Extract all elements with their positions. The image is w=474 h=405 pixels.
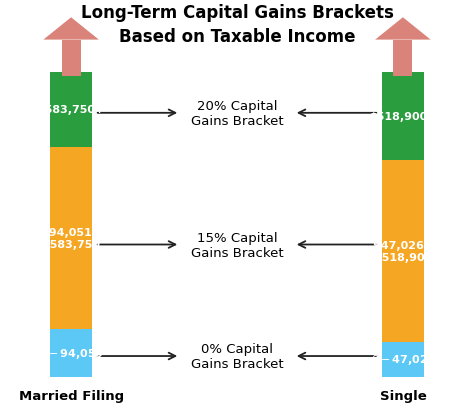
Text: $47,026 -
$518,900: $47,026 - $518,900: [373, 241, 433, 262]
Text: $0 - $47,025: $0 - $47,025: [371, 352, 435, 366]
Polygon shape: [375, 18, 430, 40]
Polygon shape: [44, 18, 99, 40]
Bar: [50, 73, 92, 147]
Text: $94,051 -
$583,750: $94,051 - $583,750: [41, 228, 100, 249]
Text: 20% Capital
Gains Bracket: 20% Capital Gains Bracket: [191, 100, 283, 128]
Text: $518,900+: $518,900+: [369, 112, 437, 122]
Bar: [62, 40, 81, 77]
Text: 0% Capital
Gains Bracket: 0% Capital Gains Bracket: [191, 342, 283, 370]
Text: $0 - $94,050: $0 - $94,050: [38, 346, 104, 360]
Bar: [382, 342, 424, 377]
Text: Single: Single: [380, 389, 426, 402]
Text: Married Filing
Jointly: Married Filing Jointly: [18, 389, 124, 405]
Bar: [382, 161, 424, 342]
Text: 15% Capital
Gains Bracket: 15% Capital Gains Bracket: [191, 231, 283, 259]
Text: Long-Term Capital Gains Brackets
Based on Taxable Income: Long-Term Capital Gains Brackets Based o…: [81, 4, 393, 45]
Bar: [50, 330, 92, 377]
Bar: [50, 147, 92, 330]
Text: $583,750+: $583,750+: [37, 105, 105, 115]
Bar: [393, 40, 412, 77]
Bar: [382, 73, 424, 161]
